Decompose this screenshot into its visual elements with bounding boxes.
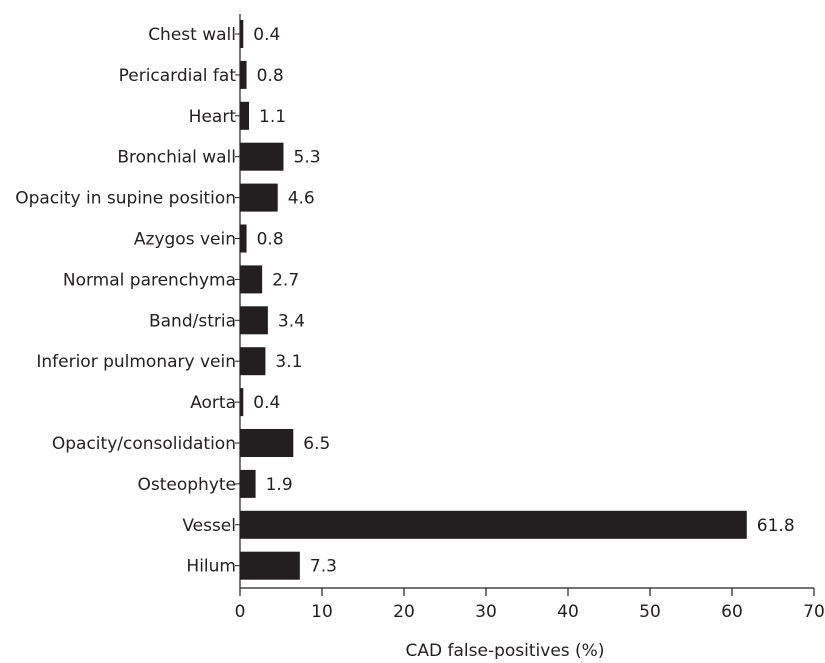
category-label: Heart	[189, 107, 237, 127]
value-label: 2.7	[272, 270, 299, 290]
axes-layer	[239, 14, 814, 589]
bars-layer	[240, 20, 747, 580]
x-tick-label: 60	[721, 602, 743, 622]
category-label: Opacity in supine position	[15, 189, 236, 209]
x-tick-label: 50	[639, 602, 661, 622]
bar-chest-wall	[240, 20, 244, 48]
bar-azygos-vein	[240, 224, 247, 253]
category-label: Vessel	[182, 516, 236, 536]
category-label: Pericardial fat	[119, 66, 237, 86]
category-label: Opacity/consolidation	[52, 434, 236, 454]
category-label: Normal parenchyma	[63, 270, 236, 290]
value-label: 4.6	[288, 189, 315, 209]
ticks-layer: 0 10 20 30 40 50 60 70	[235, 33, 825, 622]
value-label: 6.5	[303, 434, 330, 454]
x-tick-label: 70	[803, 602, 825, 622]
category-label: Osteophyte	[137, 475, 236, 495]
category-label: Aorta	[190, 393, 236, 413]
value-label: 61.8	[757, 516, 795, 536]
value-label: 5.3	[294, 148, 321, 168]
category-label: Chest wall	[148, 25, 236, 45]
value-label: 1.9	[266, 475, 293, 495]
bar-opacity-in-supine-position	[240, 183, 278, 212]
bar-inferior-pulmonary-vein	[240, 347, 266, 376]
value-label: 7.3	[310, 557, 337, 577]
bar-aorta	[240, 388, 244, 417]
bar-band-stria	[240, 306, 268, 335]
bar-bronchial-wall	[240, 142, 284, 171]
category-label: Bronchial wall	[117, 148, 236, 168]
bar-vessel	[240, 510, 747, 539]
bar-heart	[240, 101, 250, 130]
category-label: Azygos vein	[134, 230, 236, 250]
x-tick-label: 0	[235, 602, 246, 622]
value-label: 0.8	[257, 230, 284, 250]
value-label: 1.1	[259, 107, 286, 127]
x-tick-label: 20	[393, 602, 415, 622]
bar-normal-parenchyma	[240, 265, 263, 294]
value-label: 0.4	[253, 25, 280, 45]
x-tick-label: 40	[557, 602, 579, 622]
category-label: Inferior pulmonary vein	[36, 352, 236, 372]
value-label: 3.4	[278, 311, 305, 331]
category-label: Band/stria	[149, 311, 236, 331]
bar-osteophyte	[240, 469, 256, 498]
x-tick-label: 30	[475, 602, 497, 622]
value-label: 3.1	[275, 352, 302, 372]
labels-layer: Chest wall 0.4 Pericardial fat 0.8 Heart 1.1 B…	[15, 25, 794, 577]
x-axis-title: CAD false-positives (%)	[406, 641, 605, 659]
value-label: 0.8	[257, 66, 284, 86]
bar-opacity-consolidation	[240, 429, 294, 457]
value-label: 0.4	[253, 393, 280, 413]
bar-hilum	[240, 551, 300, 580]
category-label: Hilum	[186, 557, 236, 577]
x-tick-label: 10	[311, 602, 333, 622]
bar-pericardial-fat	[240, 60, 247, 89]
